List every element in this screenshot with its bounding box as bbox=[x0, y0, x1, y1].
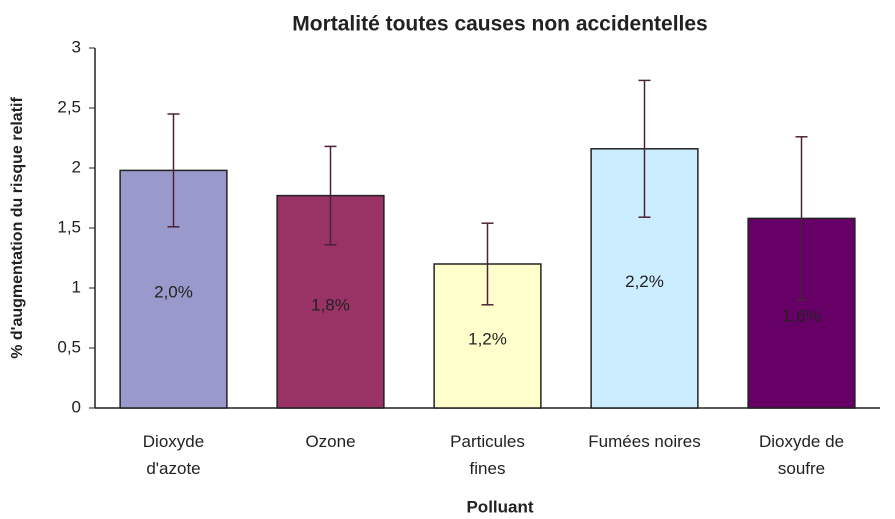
y-tick-label: 3 bbox=[72, 37, 81, 56]
y-tick-label: 0,5 bbox=[57, 337, 81, 356]
data-label: 2,2% bbox=[625, 272, 664, 291]
y-tick-label: 2,5 bbox=[57, 97, 81, 116]
x-tick-label: Fumées noires bbox=[588, 432, 701, 451]
y-tick-label: 1 bbox=[72, 277, 81, 296]
data-label: 1,2% bbox=[468, 329, 507, 348]
y-tick-label: 1,5 bbox=[57, 217, 81, 236]
chart-title: Mortalité toutes causes non accidentelle… bbox=[292, 13, 707, 36]
x-tick-label: Particules fines bbox=[450, 432, 525, 478]
y-tick-label: 0 bbox=[72, 397, 81, 416]
y-tick-label: 2 bbox=[72, 157, 81, 176]
x-axis-label: Polluant bbox=[466, 497, 533, 516]
x-tick-label: Ozone bbox=[305, 432, 356, 451]
data-label: 1,8% bbox=[311, 295, 350, 314]
x-tick-label: Dioxyde de soufre bbox=[758, 432, 845, 478]
data-label: 1,6% bbox=[782, 307, 821, 326]
y-axis-label: % d'augmentation du risque relatif bbox=[9, 97, 26, 359]
data-label: 2,0% bbox=[154, 283, 193, 302]
x-tick-label: Dioxyde d'azote bbox=[142, 432, 205, 478]
